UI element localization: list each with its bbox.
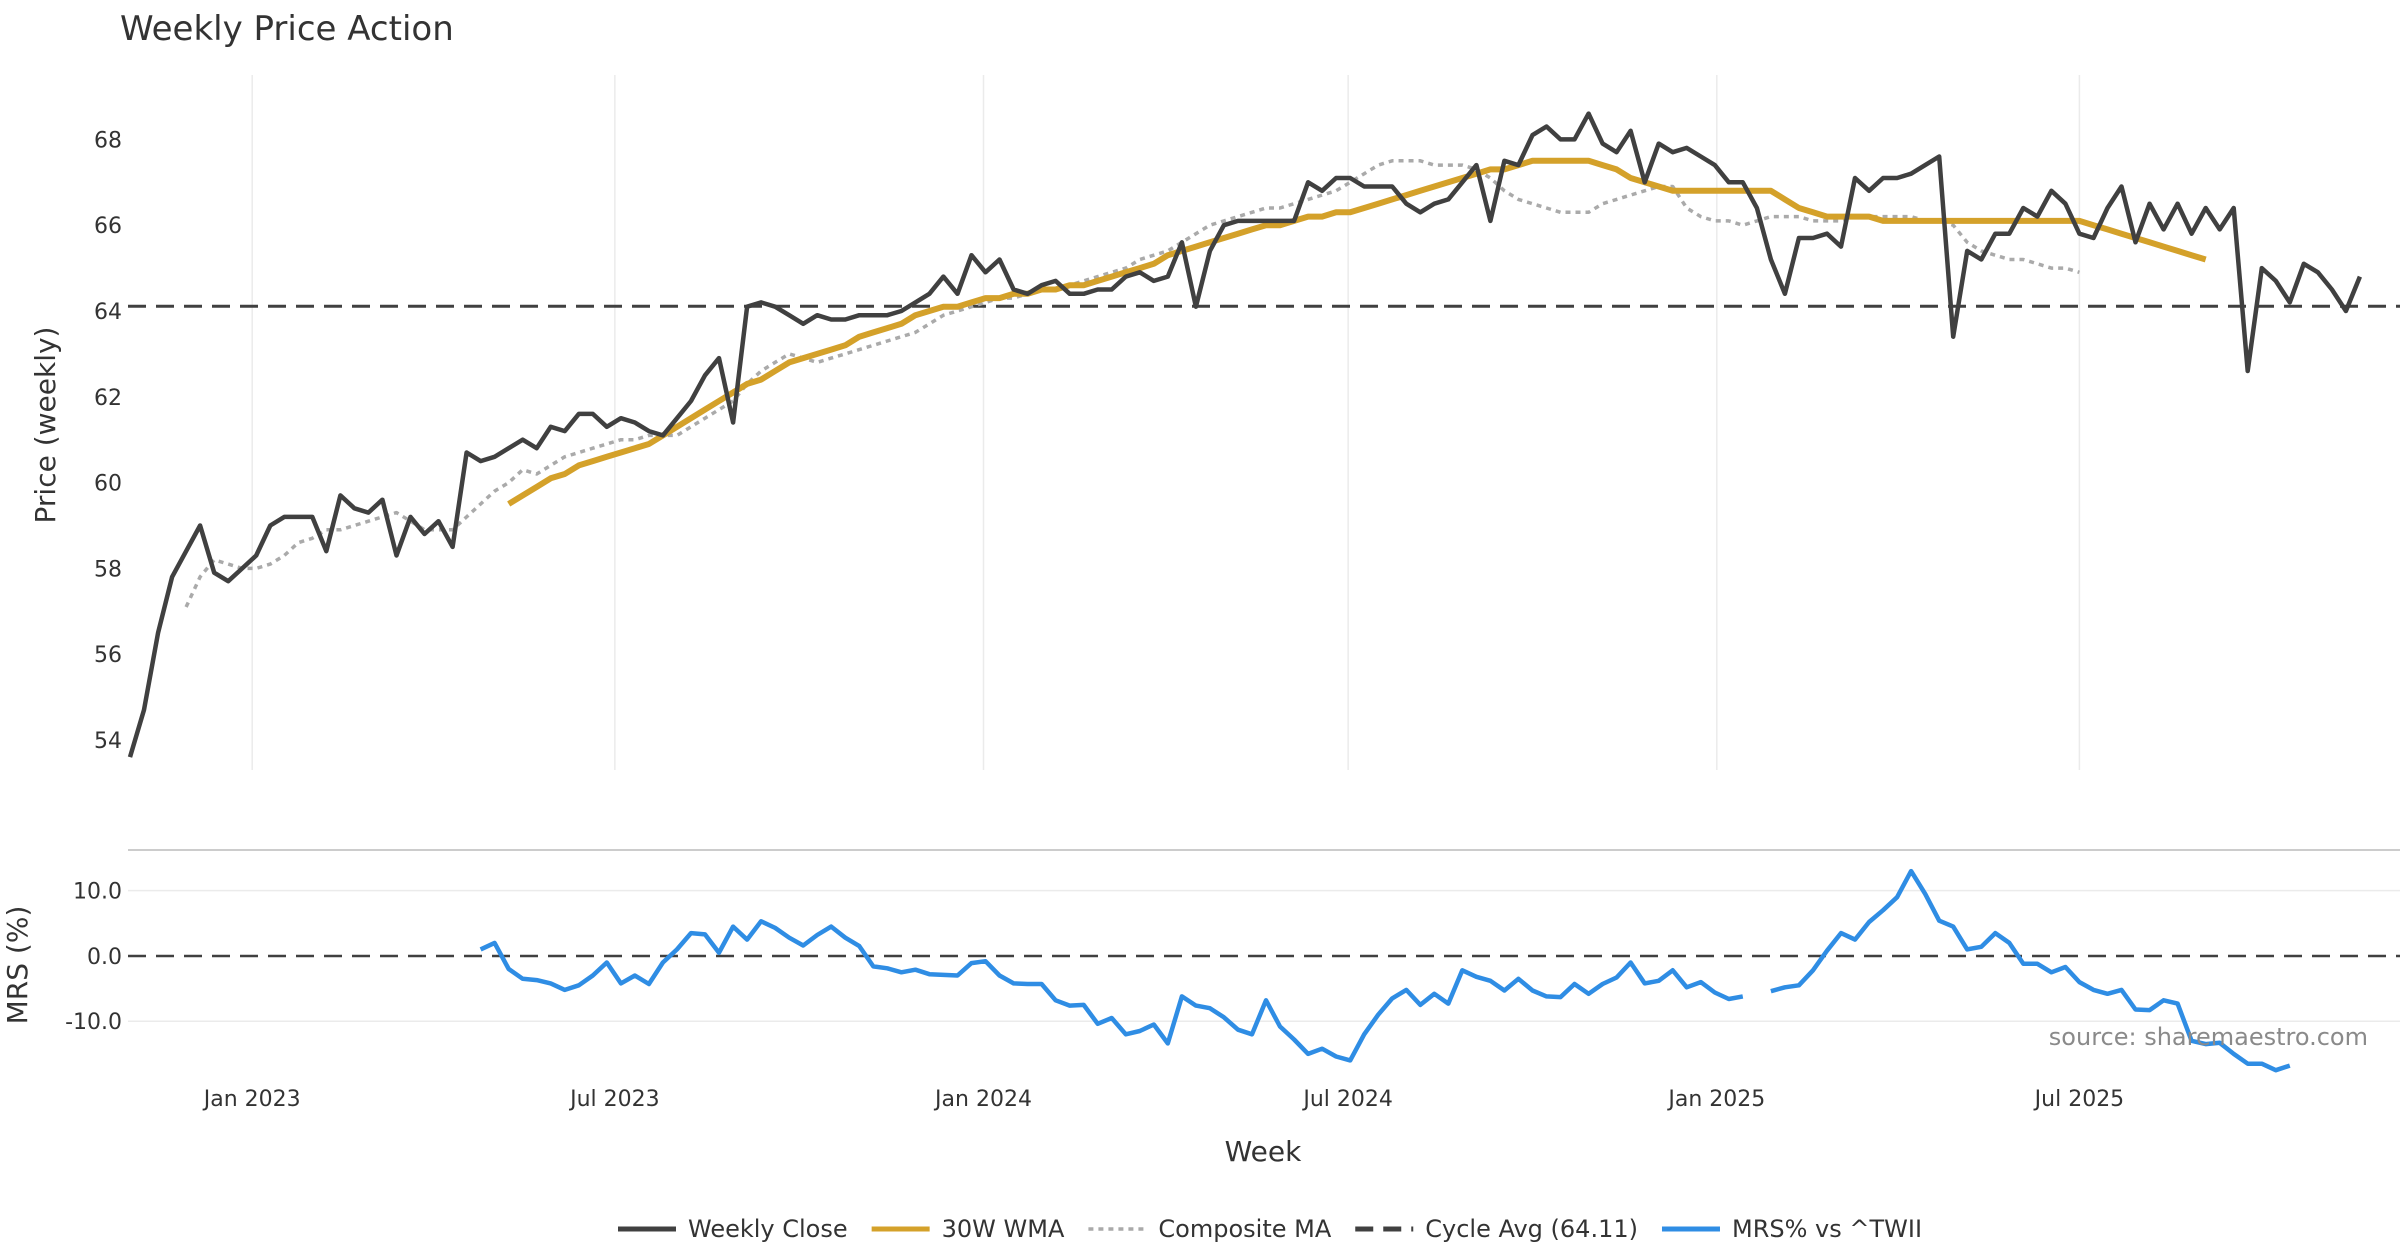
series-mrs-segment-2	[1770, 868, 2291, 1073]
price-y-tick-54: 54	[94, 729, 122, 754]
price-y-tick-62: 62	[94, 386, 122, 411]
x-tick-jul-2024: Jul 2024	[1301, 1087, 1393, 1112]
series-weekly-close	[127, 111, 2362, 758]
price-y-tick-58: 58	[94, 557, 122, 582]
price-series-group	[127, 111, 2362, 758]
x-tick-jan-2023: Jan 2023	[202, 1087, 301, 1112]
x-tick-jan-2025: Jan 2025	[1666, 1087, 1765, 1112]
x-tick-jul-2025: Jul 2025	[2033, 1087, 2125, 1112]
price-y-tick-labels: 54 56 58 60 62 64 66 68	[94, 128, 122, 754]
mrs-y-tick-10-0: 10.0	[73, 880, 122, 905]
x-axis-label: Week	[1225, 1135, 1302, 1168]
x-tick-jan-2024: Jan 2024	[933, 1087, 1032, 1112]
legend-label-composite-ma: Composite MA	[1158, 1215, 1331, 1243]
mrs-y-tick-labels: 10.0 0.0 -10.0	[65, 880, 122, 1036]
mrs-gridlines	[128, 889, 2400, 1022]
x-tick-labels: Jan 2023 Jul 2023 Jan 2024 Jul 2024 Jan 2025…	[202, 1087, 2124, 1112]
legend-label-cycle-avg-64-11: Cycle Avg (64.11)	[1425, 1215, 1638, 1243]
price-y-axis-label: Price (weekly)	[29, 327, 62, 524]
legend-entry-30w-wma: 30W WMA	[871, 1215, 1065, 1243]
price-y-tick-66: 66	[94, 214, 122, 239]
legend-entry-weekly-close: Weekly Close	[618, 1215, 848, 1243]
series-30w-wma	[507, 157, 2207, 507]
legend: Weekly Close 30W WMA Composite MA Cycle Avg…	[618, 1215, 1922, 1243]
legend-entry-composite-ma: Composite MA	[1088, 1215, 1332, 1243]
series-mrs-segment-1	[479, 919, 1744, 1063]
x-tick-jul-2023: Jul 2023	[568, 1087, 660, 1112]
price-y-tick-64: 64	[94, 300, 122, 325]
price-y-tick-68: 68	[94, 128, 122, 153]
price-y-tick-60: 60	[94, 472, 122, 497]
legend-label-30w-wma: 30W WMA	[942, 1215, 1065, 1243]
legend-entry-cycle-avg-64-11: Cycle Avg (64.11)	[1355, 1215, 1638, 1243]
legend-label-weekly-close: Weekly Close	[688, 1215, 848, 1243]
series-composite-ma	[184, 159, 2080, 608]
chart-title: Weekly Price Action	[120, 9, 454, 49]
mrs-series-group	[479, 868, 2291, 1073]
mrs-y-tick-10-0: -10.0	[65, 1010, 122, 1035]
price-y-tick-56: 56	[94, 643, 122, 668]
legend-entry-mrs-vs-twii: MRS% vs ^TWII	[1661, 1215, 1922, 1243]
source-note: source: sharemaestro.com	[2049, 1023, 2368, 1051]
mrs-y-tick-0-0: 0.0	[87, 945, 122, 970]
mrs-y-axis-label: MRS (%)	[1, 906, 34, 1025]
legend-label-mrs-vs-twii: MRS% vs ^TWII	[1732, 1215, 1922, 1243]
